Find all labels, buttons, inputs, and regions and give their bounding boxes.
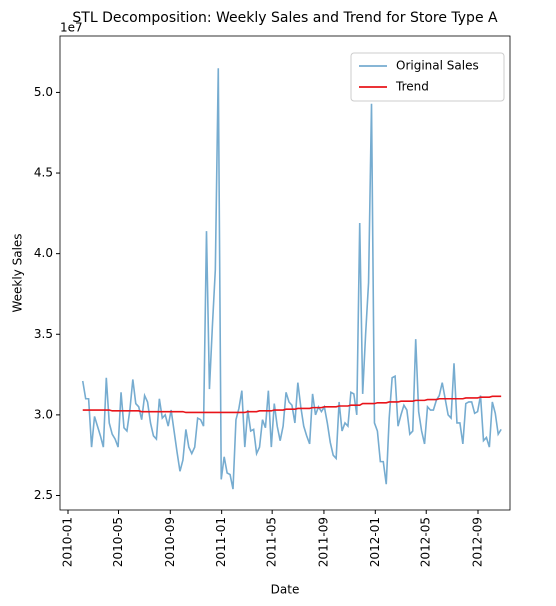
y-tick-label: 2.5 [34, 488, 53, 502]
x-tick-label: 2012-09 [471, 517, 485, 567]
x-tick-label: 2012-01 [368, 517, 382, 567]
x-tick-label: 2010-05 [111, 517, 125, 567]
legend-label: Trend [395, 80, 429, 94]
y-tick-label: 4.5 [34, 166, 53, 180]
y-tick-label: 3.5 [34, 327, 53, 341]
chart-title: STL Decomposition: Weekly Sales and Tren… [72, 10, 498, 26]
series-line [82, 395, 502, 414]
x-tick-label: 2010-09 [163, 517, 177, 567]
x-tick-label: 2011-09 [316, 517, 330, 567]
series-line [81, 68, 502, 490]
plot-frame [59, 35, 511, 511]
y-axis-label: Weekly Sales [11, 233, 25, 312]
y-tick-label: 4.0 [34, 246, 53, 260]
legend-box [350, 52, 505, 102]
x-tick-label: 2011-01 [214, 517, 228, 567]
y-offset-label: 1e7 [60, 21, 83, 35]
y-tick-label: 5.0 [34, 85, 53, 99]
x-tick-label: 2011-05 [265, 517, 279, 567]
x-axis-label: Date [271, 583, 300, 597]
y-tick-label: 3.0 [34, 407, 53, 421]
x-tick-label: 2012-05 [419, 517, 433, 567]
legend-label: Original Sales [396, 59, 479, 73]
x-tick-label: 2010-01 [60, 517, 74, 567]
